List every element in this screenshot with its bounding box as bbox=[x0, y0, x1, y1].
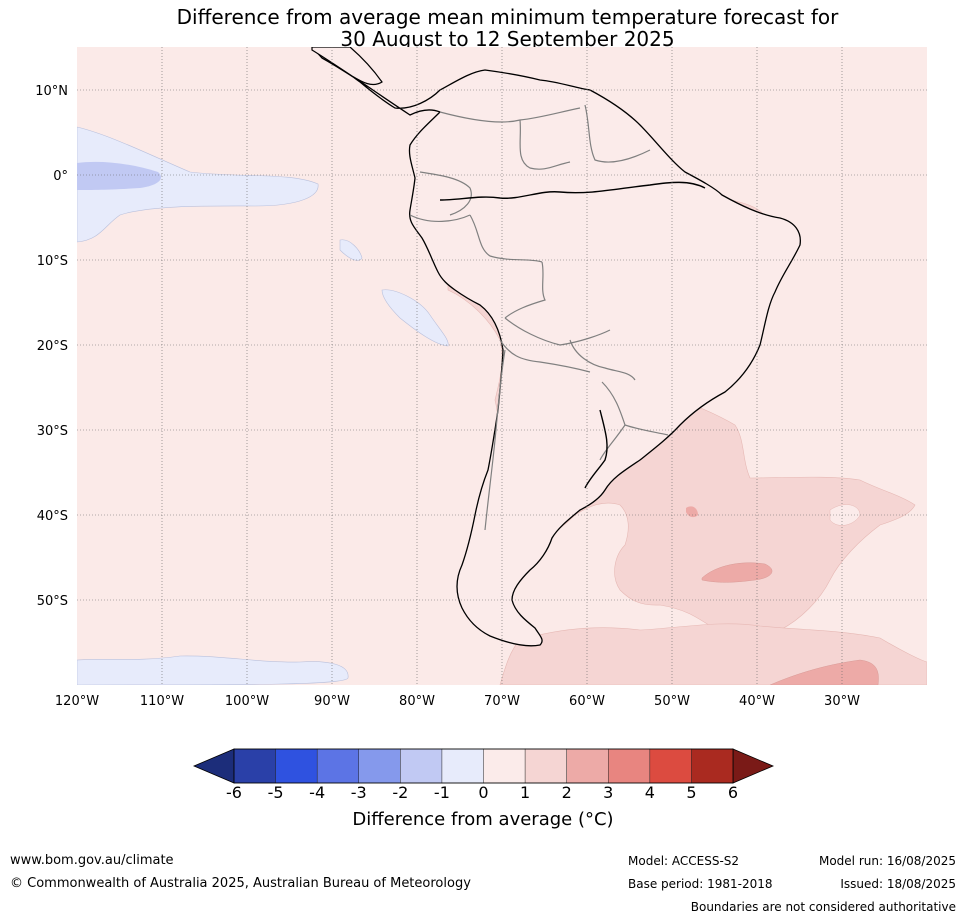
colorbar-cell bbox=[608, 748, 651, 784]
lat-label: 0° bbox=[53, 169, 68, 184]
cool-anomaly-region bbox=[339, 239, 363, 261]
longitude-labels: 120°W 110°W 100°W 90°W 80°W 70°W 60°W 50… bbox=[55, 694, 860, 709]
colorbar-tick-label: 0 bbox=[478, 783, 489, 802]
colorbar-cell bbox=[233, 748, 277, 784]
colorbar-high-extend-arrow bbox=[732, 748, 775, 784]
lon-label: 100°W bbox=[225, 694, 269, 709]
colorbar-cell bbox=[316, 748, 360, 784]
south-america-coastline bbox=[311, 47, 801, 647]
lon-label: 30°W bbox=[824, 694, 860, 709]
map-title-line2: 30 August to 12 September 2025 bbox=[340, 27, 675, 51]
lon-label: 120°W bbox=[55, 694, 99, 709]
cool-anomaly-region bbox=[77, 161, 161, 190]
colorbar-cell bbox=[358, 748, 401, 784]
lat-label: 20°S bbox=[37, 339, 68, 354]
cool-anomaly-region bbox=[77, 126, 319, 243]
lat-label: 40°S bbox=[37, 509, 68, 524]
colorbar-cell bbox=[649, 748, 692, 784]
cool-anomaly-region bbox=[381, 289, 449, 347]
colorbar-tick-label: -5 bbox=[267, 783, 284, 802]
colorbar-cell bbox=[275, 748, 318, 784]
colorbar-cell bbox=[524, 748, 568, 784]
footer-disclaimer: Boundaries are not considered authoritat… bbox=[690, 900, 956, 914]
warmer-anomaly-region bbox=[686, 506, 698, 518]
colorbar-tick-label: -4 bbox=[309, 783, 326, 802]
colorbar-low-extend-arrow bbox=[192, 748, 235, 784]
lat-label: 10°S bbox=[37, 254, 68, 269]
colorbar-tick-label: 2 bbox=[561, 783, 572, 802]
warmer-anomaly-region bbox=[769, 659, 879, 685]
latitude-labels: 10°N 0° 10°S 20°S 30°S 40°S 50°S bbox=[35, 84, 68, 609]
colorbar-cell bbox=[691, 748, 734, 784]
lon-label: 70°W bbox=[484, 694, 520, 709]
colorbar-tick-label: 3 bbox=[603, 783, 614, 802]
cool-anomaly-region bbox=[77, 655, 349, 685]
footer-model: Model: ACCESS-S2 bbox=[628, 854, 740, 868]
colorbar-cell bbox=[483, 748, 526, 784]
colorbar-tick-label: -2 bbox=[392, 783, 409, 802]
central-america-coastline bbox=[311, 47, 383, 86]
colorbar-tick-label: 4 bbox=[644, 783, 655, 802]
footer-issued: Issued: 18/08/2025 bbox=[840, 877, 956, 891]
colorbar-outline bbox=[233, 748, 734, 784]
colorbar-tick-label: 1 bbox=[519, 783, 531, 802]
footer-copyright: © Commonwealth of Australia 2025, Austra… bbox=[10, 876, 471, 891]
rivers bbox=[439, 181, 706, 489]
footer-url[interactable]: www.bom.gov.au/climate bbox=[10, 853, 174, 868]
lon-label: 80°W bbox=[399, 694, 435, 709]
lat-label: 10°N bbox=[35, 84, 68, 99]
colorbar-tick-label: -6 bbox=[226, 783, 242, 802]
lon-label: 50°W bbox=[654, 694, 690, 709]
map-title-line1: Difference from average mean minimum tem… bbox=[176, 5, 839, 29]
colorbar-cell bbox=[566, 748, 609, 784]
colorbar-cell bbox=[400, 748, 443, 784]
colorbar bbox=[192, 748, 775, 784]
lon-label: 110°W bbox=[140, 694, 184, 709]
footer-base-period: Base period: 1981-2018 bbox=[628, 877, 773, 891]
colorbar-title: Difference from average (°C) bbox=[352, 809, 614, 830]
lon-label: 90°W bbox=[314, 694, 350, 709]
footer-model-run: Model run: 16/08/2025 bbox=[818, 854, 956, 868]
country-borders bbox=[409, 104, 669, 531]
lat-label: 30°S bbox=[37, 424, 68, 439]
lon-label: 60°W bbox=[569, 694, 605, 709]
lat-label: 50°S bbox=[37, 594, 68, 609]
colorbar-tick-label: -3 bbox=[350, 783, 367, 802]
colorbar-tick-label: -1 bbox=[433, 783, 450, 802]
colorbar-tick-label: 5 bbox=[686, 783, 697, 802]
colorbar-cell bbox=[441, 748, 485, 784]
colorbar-tick-label: 6 bbox=[727, 783, 739, 802]
graticule bbox=[77, 47, 927, 685]
warmer-anomaly-region bbox=[701, 562, 773, 583]
lon-label: 40°W bbox=[739, 694, 775, 709]
